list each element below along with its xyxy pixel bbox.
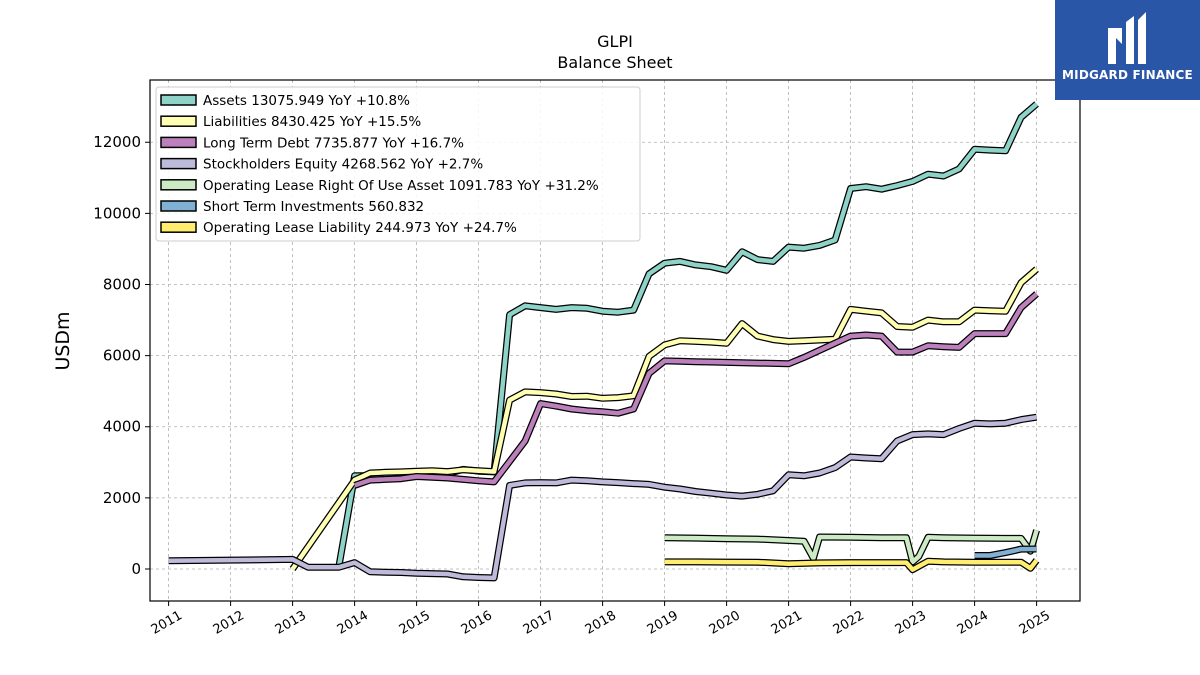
series-line-long-term-debt — [353, 292, 1039, 488]
legend-label-operating-lease-liability: Operating Lease Liability 244.973 YoY +2… — [203, 220, 517, 236]
series-line-operating-lease-right-of-use-asset — [664, 529, 1039, 565]
midgard-logo-icon — [1108, 12, 1146, 64]
legend-swatch-liabilities — [160, 115, 197, 127]
y-tick-label: 12000 — [93, 133, 141, 151]
y-tick-label: 8000 — [103, 275, 141, 293]
legend-box — [155, 86, 641, 242]
y-tick-label: 10000 — [93, 204, 141, 222]
legend-swatch-operating-lease-right-of-use-asset — [160, 179, 197, 191]
series-line-operating-lease-liability — [664, 558, 1039, 572]
legend-label-liabilities: Liabilities 8430.425 YoY +15.5% — [203, 114, 421, 130]
legend-swatch-long-term-debt — [160, 136, 197, 149]
series-line-stockholders-equity — [168, 414, 1037, 581]
legend-swatch-assets — [160, 94, 197, 106]
legend-label-long-term-debt: Long Term Debt 7735.877 YoY +16.7% — [203, 135, 464, 151]
chart-title-line2: Balance Sheet — [557, 53, 672, 72]
legend-label-assets: Assets 13075.949 YoY +10.8% — [203, 93, 410, 109]
legend-swatch-operating-lease-liability — [160, 221, 197, 233]
legend: Assets 13075.949 YoY +10.8% Liabilities 8… — [155, 86, 641, 242]
plot-frame — [149, 79, 1081, 602]
y-tick-label: 4000 — [103, 418, 141, 436]
brand-logo-text: MIDGARD FINANCE — [1062, 68, 1193, 82]
y-tick-label: 0 — [131, 560, 141, 578]
legend-swatch-stockholders-equity — [160, 157, 197, 170]
y-tick-label: 6000 — [103, 347, 141, 365]
chart-title-line1: GLPI — [597, 32, 633, 51]
y-tick-label: 2000 — [103, 489, 141, 507]
series-lines — [168, 101, 1040, 582]
legend-swatch-short-term-investments — [160, 200, 197, 212]
series-line-liabilities — [290, 267, 1039, 571]
y-axis-label: USDm — [52, 311, 74, 370]
series-line-short-term-investments — [974, 546, 1037, 558]
legend-label-stockholders-equity: Stockholders Equity 4268.562 YoY +2.7% — [203, 157, 483, 173]
legend-label-short-term-investments: Short Term Investments 560.832 — [203, 199, 424, 215]
legend-label-operating-lease-right-of-use-asset: Operating Lease Right Of Use Asset 1091.… — [203, 178, 599, 194]
